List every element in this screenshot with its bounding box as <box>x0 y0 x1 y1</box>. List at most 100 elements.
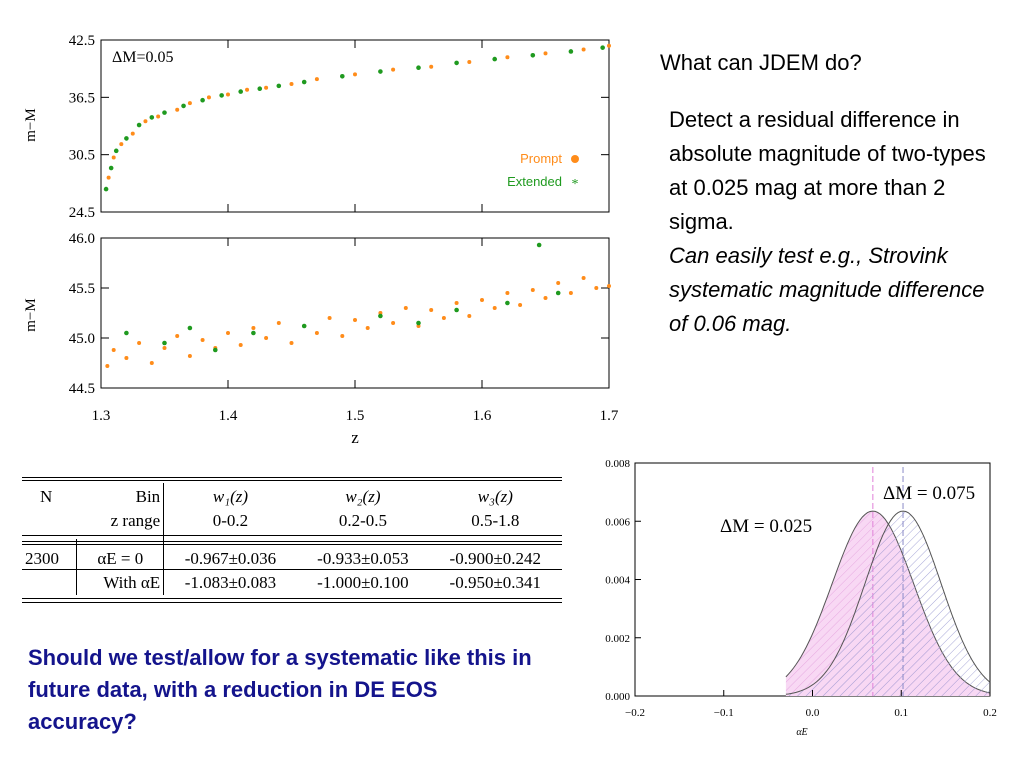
extended-point <box>257 86 263 92</box>
extended-point <box>568 49 574 54</box>
prompt-point <box>187 101 192 106</box>
prompt-point <box>206 95 211 100</box>
extended-point <box>600 45 605 50</box>
extended-point <box>340 74 345 79</box>
extended-point <box>301 79 307 85</box>
legend-prompt-label: Prompt <box>520 151 562 166</box>
range-label: z range <box>110 511 161 530</box>
x-tick-label: 1.5 <box>346 408 365 424</box>
prompt-point <box>581 47 586 52</box>
header-bin: Bin <box>135 487 161 506</box>
extended-point <box>200 97 205 103</box>
prompt-point <box>137 341 142 345</box>
delta-m-annotation: ΔM=0.05 <box>112 49 174 66</box>
x-tick-label: 0.2 <box>983 707 997 719</box>
jdem-italic-note: Can easily test e.g., Strovink systemati… <box>669 243 985 336</box>
prompt-point <box>607 284 611 288</box>
prompt-point <box>226 331 230 335</box>
eos-results-table: N Bin w₁(z) w₂(z) w₃(z) z range 0-0.2 0.… <box>22 477 562 608</box>
header-w3: w₃(z) <box>477 487 513 506</box>
prompt-point <box>492 306 497 310</box>
y-tick-label: 46.0 <box>69 231 95 247</box>
extended-point <box>416 65 421 71</box>
prompt-point <box>467 314 472 318</box>
prompt-point <box>505 55 510 60</box>
extended-point <box>124 330 129 336</box>
extended-point <box>301 323 307 329</box>
prompt-point <box>238 343 243 347</box>
prompt-point <box>130 131 135 136</box>
y-tick-label: 30.5 <box>69 148 95 164</box>
prompt-point <box>607 43 611 48</box>
extended-point <box>238 89 243 94</box>
prompt-point <box>175 334 180 338</box>
row2-label: With αE <box>103 573 161 592</box>
x-tick-label: −0.1 <box>714 707 734 719</box>
y-tick-label: 45.0 <box>69 331 95 347</box>
x-axis-label: αE <box>796 727 807 738</box>
prompt-point <box>454 301 459 305</box>
prompt-point <box>429 64 434 69</box>
prompt-point <box>124 356 129 360</box>
prompt-point <box>530 288 535 292</box>
curve-dm-0075 <box>785 510 991 695</box>
prompt-point <box>119 142 124 147</box>
row2-w2: -1.000±0.100 <box>317 573 409 592</box>
jdem-body-text: Detect a residual difference in absolute… <box>669 107 986 234</box>
jdem-description: Detect a residual difference in absolute… <box>669 103 990 341</box>
prompt-point <box>156 114 161 119</box>
extended-point <box>162 110 167 115</box>
row2-w1: -1.083±0.083 <box>163 571 297 595</box>
prompt-point <box>111 155 116 160</box>
results-grid: N Bin w₁(z) w₂(z) w₃(z) z range 0-0.2 0.… <box>22 483 562 595</box>
extended-point <box>530 52 536 58</box>
prompt-point <box>518 303 523 307</box>
y-axis-label: m−M <box>23 108 39 141</box>
prompt-point <box>581 276 586 280</box>
table-row: With αE -1.083±0.083 -1.000±0.100 -0.950… <box>22 571 562 595</box>
extended-point <box>213 347 218 353</box>
extended-point <box>251 330 256 336</box>
legend-extended-marker: * <box>572 177 579 192</box>
extended-point <box>162 340 167 346</box>
legend: Prompt Extended * <box>507 151 579 192</box>
range-2: 0.2-0.5 <box>338 511 387 530</box>
prompt-point <box>505 291 510 295</box>
prompt-point <box>149 361 154 365</box>
prompt-point <box>200 338 205 342</box>
prompt-point <box>314 77 319 82</box>
jdem-heading: What can JDEM do? <box>660 50 862 75</box>
x-tick-label: 0.1 <box>894 707 908 719</box>
legend-extended-label: Extended <box>507 174 562 189</box>
prompt-point <box>543 296 548 300</box>
y-tick-label: 45.5 <box>69 281 95 297</box>
hubble-diagram-high-z: 1.3 1.4 1.5 1.6 1.7 44.5 45.0 45.5 46.0 m−M z <box>23 231 619 447</box>
prompt-point <box>175 107 180 112</box>
table-range-row: z range 0-0.2 0.2-0.5 0.5-1.8 <box>22 509 562 539</box>
prompt-point <box>105 364 110 368</box>
y-tick-label: 42.5 <box>69 33 95 49</box>
prompt-point <box>441 316 446 320</box>
prompt-point <box>594 286 599 290</box>
prompt-point <box>556 281 561 285</box>
extended-point <box>181 103 186 109</box>
header-n: N <box>40 487 53 506</box>
prompt-point <box>251 326 256 330</box>
y-tick-label: 0.004 <box>605 575 630 587</box>
extended-point <box>219 93 224 98</box>
alpha-e-distribution-chart: −0.2 −0.1 0.0 0.1 0.2 0.000 0.002 0.004 0.006 0.0… <box>605 458 997 738</box>
prompt-point <box>467 59 472 64</box>
x-tick-label: 1.6 <box>473 408 492 424</box>
prompt-point <box>480 298 484 302</box>
row2-w3: -0.950±0.341 <box>449 573 542 592</box>
prompt-point <box>187 354 192 358</box>
prompt-point <box>568 291 573 295</box>
x-axis-label: z <box>351 428 359 447</box>
extended-point <box>416 320 421 326</box>
prompt-point <box>289 341 294 345</box>
y-tick-label: 0.008 <box>605 458 630 470</box>
hubble-diagram-low-z: 0.00.10.20.30.424.530.536.542.5 ΔM=0.05 … <box>23 33 611 221</box>
prompt-point <box>226 92 230 97</box>
header-w1: w₁(z) <box>163 483 297 509</box>
prompt-point <box>111 348 116 352</box>
